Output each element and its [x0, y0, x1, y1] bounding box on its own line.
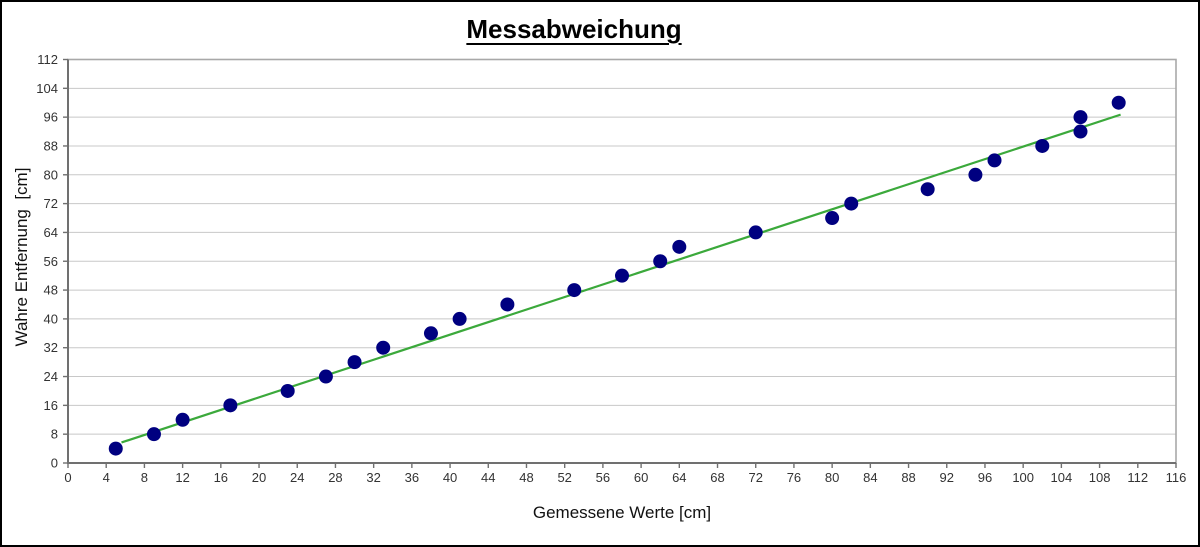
x-tick-label: 44 — [481, 470, 495, 485]
x-tick-label: 36 — [405, 470, 419, 485]
y-tick-label: 40 — [44, 311, 58, 326]
gridlines — [68, 59, 1176, 435]
x-tick-label: 48 — [519, 470, 533, 485]
data-point — [920, 182, 935, 197]
y-tick-label: 96 — [44, 110, 58, 125]
x-tick-label: 20 — [252, 470, 266, 485]
y-tick-label: 16 — [44, 398, 58, 413]
data-point — [615, 268, 629, 283]
x-tick-label: 8 — [141, 470, 148, 485]
data-point — [987, 153, 1002, 168]
x-tick-label: 76 — [787, 470, 801, 485]
x-tick-label: 104 — [1051, 470, 1073, 485]
x-tick-label: 92 — [940, 470, 954, 485]
x-tick-label: 72 — [748, 470, 762, 485]
x-tick-label: 84 — [863, 470, 877, 485]
data-point — [672, 239, 687, 254]
x-tick-label: 100 — [1012, 470, 1034, 485]
y-tick-label: 64 — [44, 225, 58, 240]
x-tick-label: 0 — [64, 470, 71, 485]
x-tick-label: 64 — [672, 470, 686, 485]
x-tick-label: 116 — [1166, 470, 1187, 485]
data-point — [376, 340, 391, 355]
x-tick-label: 56 — [596, 470, 610, 485]
data-point — [748, 225, 763, 240]
data-point — [500, 297, 515, 312]
data-point — [108, 441, 123, 456]
data-point — [567, 283, 582, 298]
x-tick-label: 80 — [825, 470, 839, 485]
y-tick-label: 56 — [44, 254, 58, 269]
x-tick-label: 112 — [1127, 470, 1148, 485]
x-axis-title: Gemessene Werte [cm] — [532, 503, 712, 522]
data-point — [1073, 110, 1088, 125]
data-point — [280, 383, 295, 398]
data-point — [844, 196, 859, 211]
y-ticks — [63, 58, 68, 464]
data-point — [653, 254, 668, 269]
y-tick-label: 24 — [44, 369, 58, 384]
data-point — [347, 355, 362, 370]
data-point — [825, 211, 840, 226]
y-tick-label: 8 — [51, 427, 58, 442]
x-tick-label: 24 — [290, 470, 304, 485]
x-tick-label: 52 — [557, 470, 571, 485]
y-tick-label: 104 — [36, 81, 58, 96]
y-tick-label: 0 — [51, 456, 58, 471]
data-point — [452, 311, 467, 326]
data-point — [968, 167, 983, 182]
y-tick-label: 72 — [44, 196, 58, 211]
x-tick-label: 28 — [328, 470, 342, 485]
x-tick-label: 60 — [634, 470, 648, 485]
x-tick-label: 96 — [978, 470, 992, 485]
x-tick-label: 40 — [443, 470, 457, 485]
x-tick-label: 32 — [366, 470, 380, 485]
x-tick-labels: 0 4 8 12 16 20 24 28 32 36 40 44 48 52 56 60 64 68 72 76 80 8… — [64, 470, 1186, 485]
data-point — [1111, 95, 1126, 110]
x-tick-label: 108 — [1089, 470, 1111, 485]
data-point — [223, 398, 238, 413]
x-tick-label: 4 — [103, 470, 110, 485]
y-tick-label: 80 — [44, 167, 58, 182]
data-point — [318, 369, 333, 384]
chart-title: Messabweichung — [466, 14, 682, 44]
data-point — [1073, 124, 1088, 139]
y-tick-label: 112 — [37, 52, 58, 67]
data-point — [423, 326, 438, 341]
data-point — [175, 412, 190, 427]
y-tick-label: 48 — [44, 283, 58, 298]
y-tick-labels: 0 8 16 24 32 40 48 56 64 72 80 88 96 104 112 — [36, 52, 58, 471]
x-tick-label: 16 — [214, 470, 228, 485]
data-point — [1035, 138, 1050, 153]
x-tick-label: 88 — [901, 470, 915, 485]
y-tick-label: 88 — [44, 138, 58, 153]
x-tick-label: 68 — [710, 470, 724, 485]
x-ticks — [67, 463, 1177, 468]
y-axis-title: Wahre Entfernung [cm] — [12, 167, 31, 347]
y-tick-label: 32 — [44, 340, 58, 355]
x-tick-label: 12 — [175, 470, 189, 485]
data-points — [108, 95, 1126, 456]
data-point — [146, 427, 161, 442]
